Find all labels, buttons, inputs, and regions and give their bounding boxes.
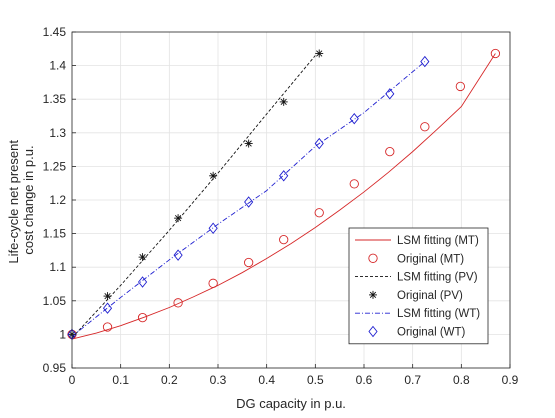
y-tick-label: 1.35 — [43, 92, 67, 106]
data-point-original-pv — [103, 292, 112, 301]
y-tick-label: 1.15 — [43, 227, 67, 241]
y-tick-label: 1.05 — [43, 294, 67, 308]
legend-swatch-original-pv — [369, 290, 377, 299]
x-tick-label: 0.4 — [258, 373, 275, 387]
data-point-original-pv — [209, 171, 218, 180]
y-tick-label: 1 — [59, 327, 66, 341]
data-point-original-mt — [385, 146, 395, 157]
data-point-original-wt — [244, 196, 254, 208]
data-point-original-mt — [455, 81, 466, 92]
x-tick-label: 0.3 — [210, 373, 227, 387]
legend-label-original-wt: Original (WT) — [397, 327, 466, 339]
x-tick-label: 0.1 — [112, 373, 129, 387]
data-point-original-wt — [279, 170, 289, 182]
y-tick-label: 0.95 — [43, 361, 67, 375]
data-point-original-mt — [420, 122, 430, 132]
series-line-lsm-fitting-mt — [71, 53, 496, 340]
y-tick-label: 1.45 — [43, 25, 67, 39]
legend-swatch-original-mt — [368, 253, 378, 263]
data-point-original-mt — [349, 179, 359, 189]
x-tick-label: 0 — [69, 373, 76, 387]
y-tick-label: 1.25 — [43, 159, 67, 173]
x-tick-label: 0.6 — [356, 373, 373, 387]
series-markers-original-pv — [68, 49, 324, 339]
data-point-original-wt — [385, 88, 395, 100]
legend-label-original-pv: Original (PV) — [397, 290, 463, 302]
data-point-original-pv — [315, 49, 324, 58]
data-point-original-mt — [173, 298, 183, 308]
y-tick-label: 1.1 — [49, 260, 66, 274]
data-point-original-wt — [102, 302, 113, 314]
y-axis-label: Life-cycle net present cost change in p.… — [6, 136, 36, 263]
data-point-original-wt — [349, 112, 359, 125]
data-point-original-wt — [137, 276, 148, 288]
legend-label-lsm-fitting-wt: LSM fitting (WT) — [397, 308, 480, 320]
data-point-original-pv — [138, 253, 147, 262]
legend-label-lsm-fitting-pv: LSM fitting (PV) — [397, 272, 478, 284]
data-point-original-mt — [244, 257, 254, 268]
data-point-original-mt — [102, 322, 113, 332]
series-line-lsm-fitting-pv — [71, 55, 316, 339]
x-tick-label: 0.2 — [161, 373, 178, 387]
y-tick-label: 1.4 — [49, 59, 66, 73]
y-tick-label: 1.2 — [49, 193, 66, 207]
x-tick-label: 0.8 — [453, 373, 470, 387]
x-tick-label: 0.5 — [307, 373, 324, 387]
y-axis-label-line-1: Life-cycle net present — [6, 140, 21, 264]
legend-swatch-original-wt — [368, 325, 378, 338]
legend-label-lsm-fitting-mt: LSM fitting (MT) — [397, 235, 479, 247]
data-point-original-mt — [208, 278, 218, 288]
data-point-original-mt — [137, 312, 148, 323]
data-point-original-wt — [173, 249, 183, 261]
series-markers-original-wt — [67, 55, 430, 341]
data-point-original-pv — [174, 214, 183, 223]
x-tick-label: 0.9 — [502, 373, 519, 387]
x-tick-label: 0.7 — [404, 373, 421, 387]
data-point-original-mt — [314, 208, 324, 218]
series-line-lsm-fitting-wt — [71, 61, 426, 337]
legend: LSM fitting (MT) Original (MT) LSM fitting… — [348, 227, 489, 345]
data-point-original-mt — [490, 48, 501, 59]
data-point-original-wt — [314, 137, 324, 150]
data-point-original-pv — [244, 139, 253, 148]
legend-box — [348, 227, 489, 345]
x-axis-label: DG capacity in p.u. — [236, 396, 346, 411]
data-point-original-wt — [420, 55, 430, 68]
axis-ticks: 0 0.1 0.2 0.3 0.4 0.5 0.6 0.7 0.8 0.9 0.95 1 1.05 1.1… — [43, 25, 519, 387]
data-point-original-wt — [208, 222, 218, 234]
data-point-original-mt — [279, 234, 289, 245]
y-tick-label: 1.3 — [49, 126, 66, 140]
y-axis-label-line-2: cost change in p.u. — [21, 145, 36, 254]
legend-label-original-mt: Original (MT) — [397, 253, 464, 265]
data-point-original-pv — [279, 97, 288, 106]
